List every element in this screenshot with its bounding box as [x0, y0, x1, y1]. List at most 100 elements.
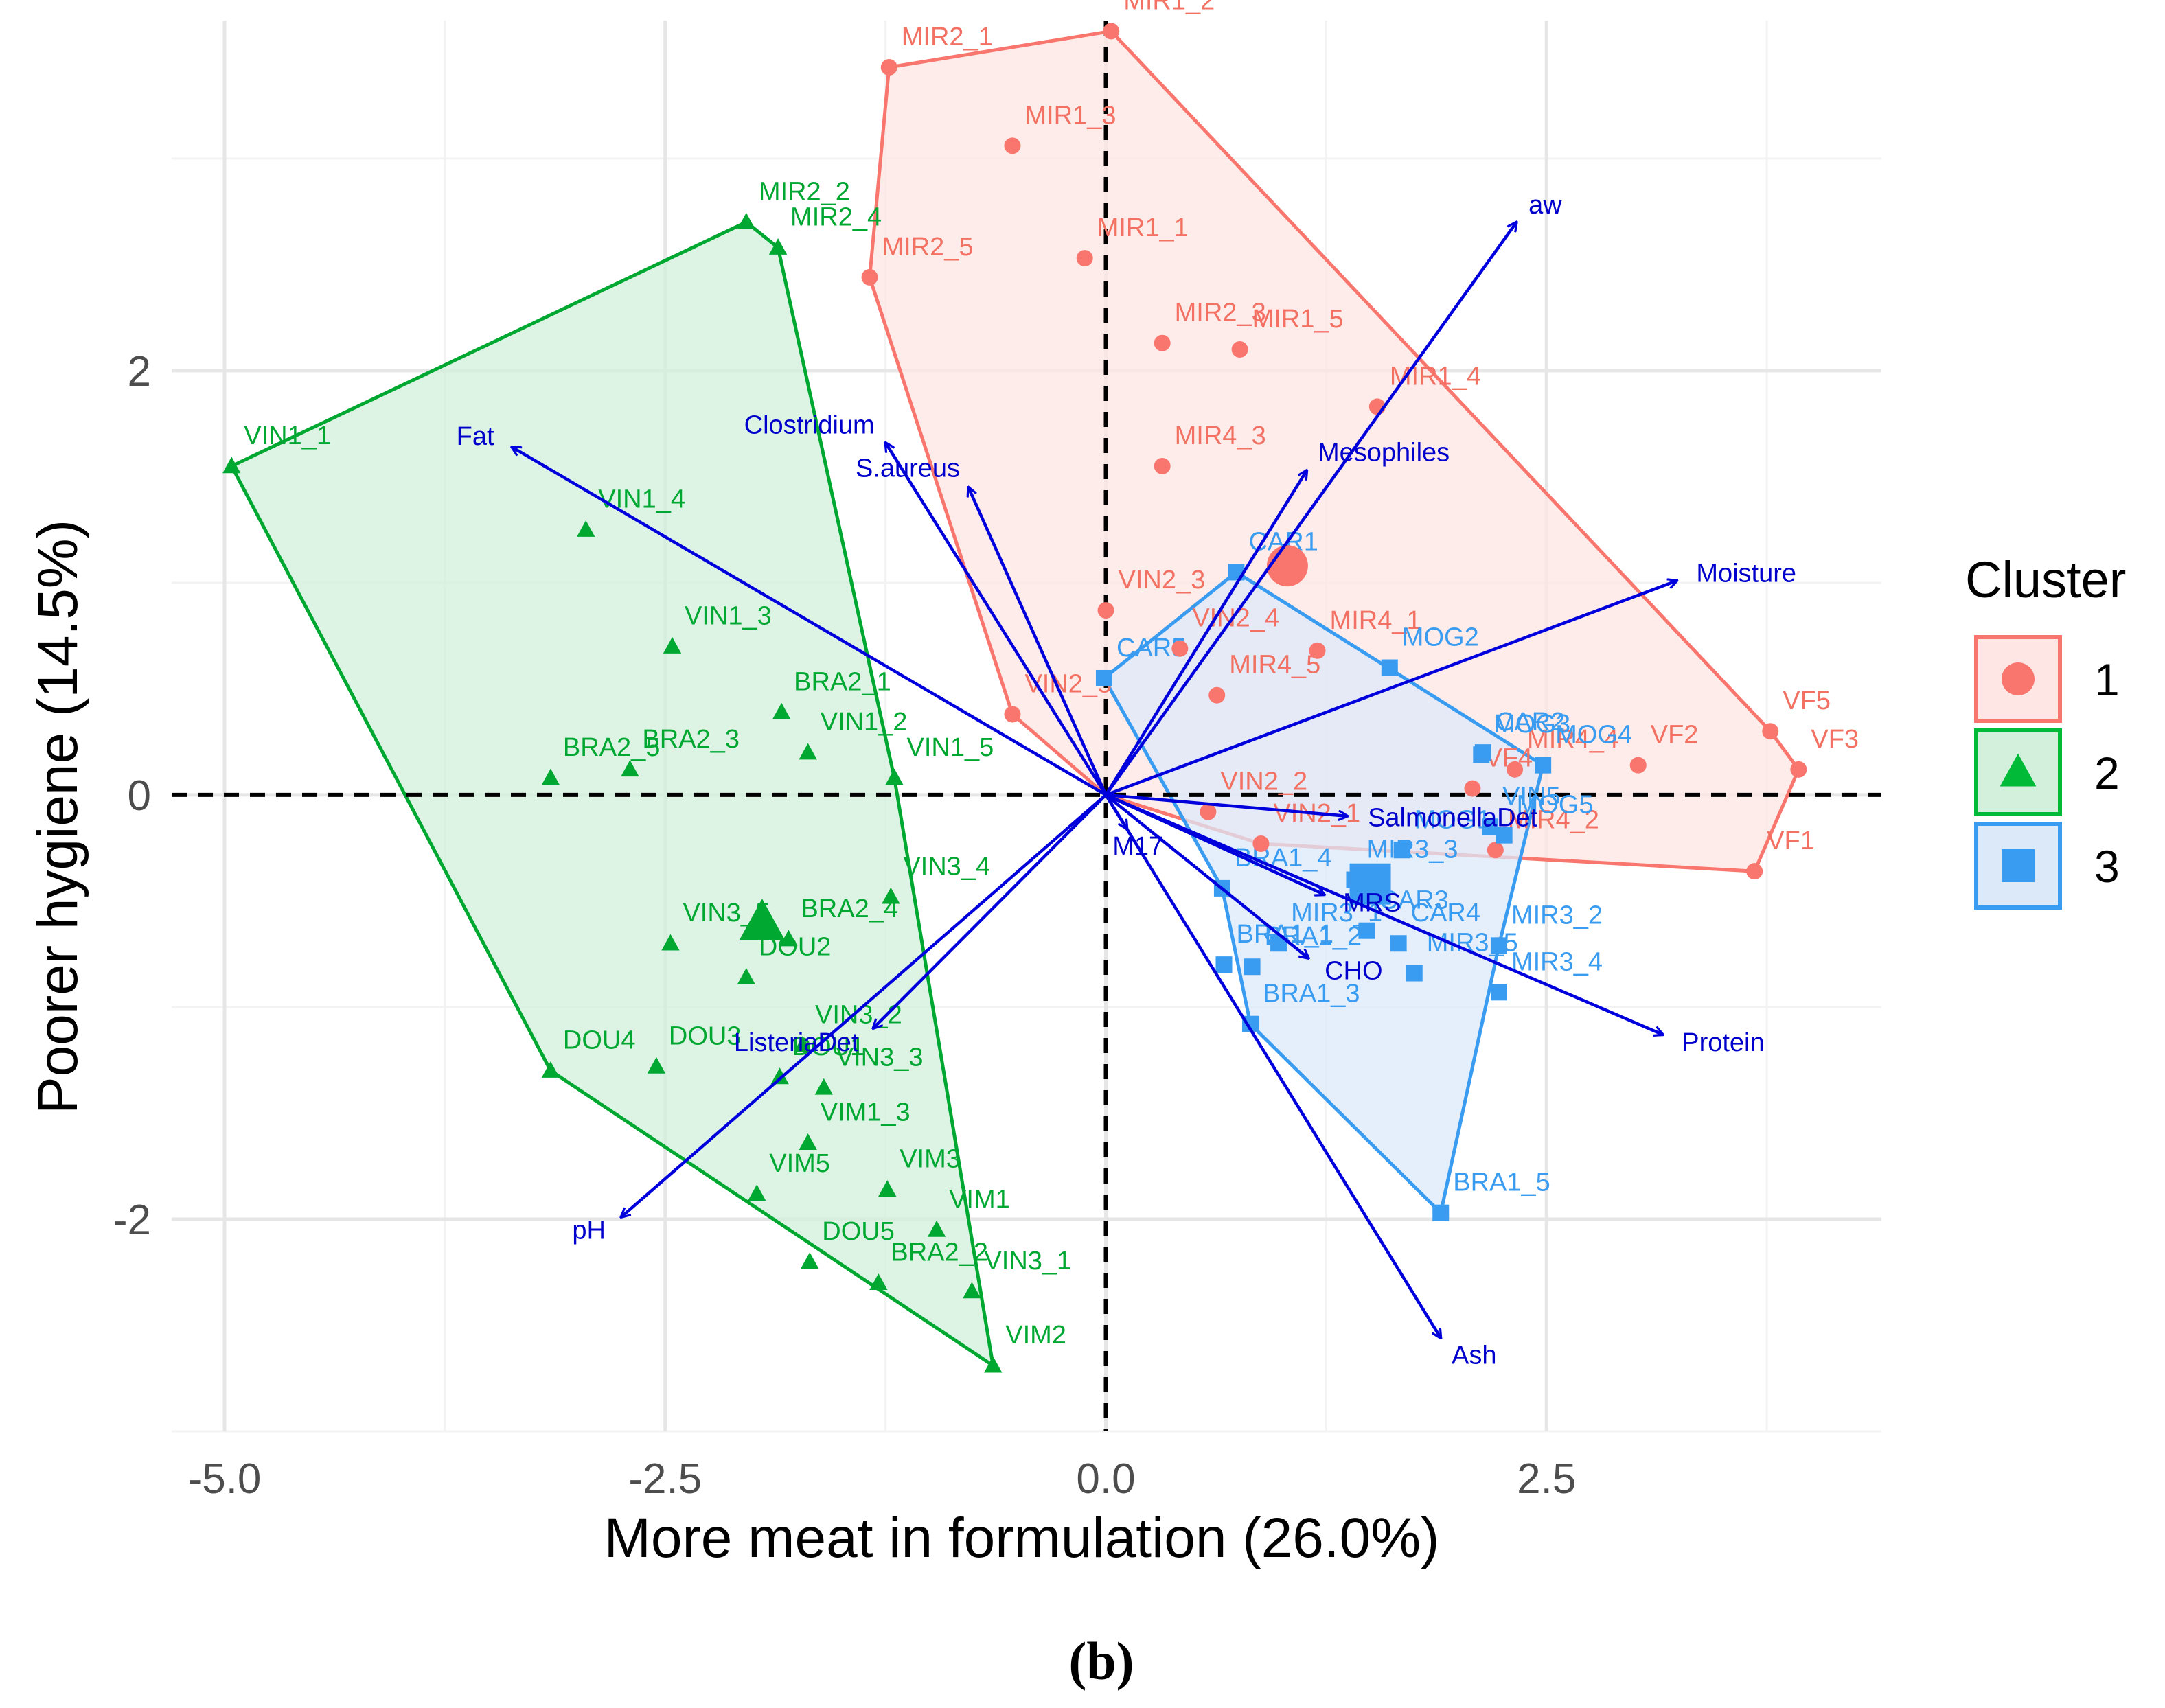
cluster-2-point — [772, 702, 791, 719]
cluster-2-point — [885, 768, 904, 785]
point-label: VIM1 — [949, 1185, 1010, 1214]
cluster-2-point — [770, 1068, 789, 1085]
cluster-1-point — [1309, 642, 1326, 659]
loading-arrow — [1104, 794, 1441, 1338]
point-label: VF1 — [1767, 827, 1815, 855]
cluster-1-point — [1790, 761, 1807, 778]
loading-label: Clostridium — [744, 411, 875, 440]
point-label: MIR4_5 — [1229, 651, 1320, 680]
cluster-2-point — [748, 1184, 766, 1201]
reference-lines — [172, 21, 1881, 1431]
cluster-1-point — [1746, 863, 1763, 880]
cluster-2-point — [963, 1282, 981, 1299]
loading-label: ListeriaDet — [734, 1028, 859, 1057]
cluster-1-point — [880, 58, 897, 76]
cluster-2-point — [661, 934, 680, 951]
point-label: MOG5 — [1517, 791, 1594, 820]
point-label: BRA1_3 — [1263, 980, 1360, 1008]
cluster-1-point — [1252, 835, 1270, 853]
cluster-2-point — [927, 1220, 946, 1237]
point-label: VF2 — [1651, 721, 1699, 750]
point-label: VIN2_3 — [1119, 566, 1206, 595]
point-label: MIR1_1 — [1097, 214, 1189, 242]
cluster-2-point — [799, 743, 817, 760]
cluster-2-point — [984, 1356, 1003, 1373]
point-label: BRA2_3 — [642, 725, 740, 754]
cluster-2-point — [647, 1057, 666, 1074]
cluster-1-point — [1208, 686, 1226, 704]
point-label: MIR2_2 — [759, 178, 850, 207]
point-label: MIR3_4 — [1511, 947, 1603, 976]
point-label: MOG2 — [1402, 623, 1479, 652]
loading-arrow — [1104, 470, 1307, 796]
point-label: MOG1 — [1414, 805, 1491, 834]
legend-label: 1 — [2094, 654, 2120, 705]
point-label: MIR4_2 — [1508, 805, 1599, 834]
point-label: BRA1_5 — [1453, 1168, 1550, 1197]
cluster-3-point — [1244, 958, 1261, 976]
loading-arrow — [1104, 222, 1517, 796]
cluster-2-point — [737, 968, 756, 984]
point-label: MIR2_4 — [790, 203, 882, 232]
cluster-2-point — [621, 760, 639, 777]
point-label: VF5 — [1783, 686, 1831, 715]
cluster-3-point — [1496, 827, 1513, 844]
cluster-1-point — [1231, 341, 1248, 358]
cluster-2-point — [814, 1078, 833, 1095]
cluster-hulls — [229, 29, 1800, 1367]
legend: Cluster 1 2 3 — [1965, 551, 2126, 910]
point-label: VIN3_2 — [815, 1001, 902, 1030]
loading-label: Fat — [457, 422, 494, 451]
x-axis-title: More meat in formulation (26.0%) — [604, 1507, 1440, 1569]
point-label: MIR1_4 — [1390, 362, 1481, 391]
point-label: MIR1_5 — [1252, 305, 1344, 334]
cluster-2-point — [737, 212, 756, 229]
point-label: MIR2_5 — [882, 233, 974, 262]
cluster-2-point — [799, 1133, 817, 1150]
cluster-1-point — [1154, 457, 1171, 474]
point-label: VIM5 — [769, 1149, 830, 1178]
cluster-3-point — [1490, 984, 1507, 1001]
x-tick-label: -5.0 — [188, 1455, 262, 1503]
y-tick-label: 0 — [128, 772, 151, 820]
point-label: MIR4_4 — [1527, 725, 1618, 754]
loading-label: pH — [572, 1216, 606, 1245]
point-label: BRA2_4 — [801, 895, 898, 923]
loading-arrows: aw Fat Clostridium S.aureus Mesophiles Moistu… — [457, 191, 1796, 1370]
axes: More meat in formulation (26.0%) Poorer … — [27, 348, 1576, 1691]
figure-caption: (b) — [1068, 1631, 1134, 1691]
cluster-2-centroid — [739, 899, 785, 940]
loading-label: Protein — [1682, 1028, 1764, 1057]
point-label: VIM3 — [900, 1145, 961, 1174]
point-label: DOU3 — [669, 1022, 742, 1050]
cluster-2-point — [779, 930, 798, 947]
cluster-1-point — [1076, 250, 1093, 267]
cluster-2-point — [882, 887, 900, 904]
point-label: MIR3_3 — [1366, 835, 1458, 864]
point-label: MOG3 — [1493, 710, 1570, 739]
cluster-3-point — [1482, 818, 1499, 835]
cluster-1-point — [1004, 137, 1021, 154]
point-label: VIN1_3 — [685, 602, 772, 631]
cluster-3-point — [1473, 746, 1490, 763]
point-label: MIR1_3 — [1024, 101, 1116, 130]
legend-label: 2 — [2094, 748, 2120, 798]
cluster-1-point — [1762, 723, 1779, 740]
cluster-1-point — [1154, 334, 1171, 351]
point-label: DOU4 — [563, 1026, 636, 1055]
legend-marker-square — [2002, 849, 2035, 882]
cluster-1-point — [1629, 757, 1647, 774]
point-label: VIN2_2 — [1220, 768, 1307, 796]
cluster-1-centroid — [1266, 545, 1308, 587]
point-label: MIR2_3 — [1175, 299, 1266, 327]
point-label: CAR2 — [1496, 708, 1565, 737]
cluster-1-point — [1097, 602, 1114, 619]
loading-label: S.aureus — [856, 454, 960, 483]
point-label: VIN3_3 — [836, 1043, 924, 1072]
cluster-3-point — [1393, 842, 1410, 859]
point-label: MOG4 — [1555, 721, 1632, 750]
loading-arrow — [512, 447, 1107, 796]
cluster-3-centroid — [1349, 863, 1391, 905]
legend-marker-triangle — [2000, 753, 2037, 787]
y-tick-label: -2 — [113, 1197, 151, 1244]
